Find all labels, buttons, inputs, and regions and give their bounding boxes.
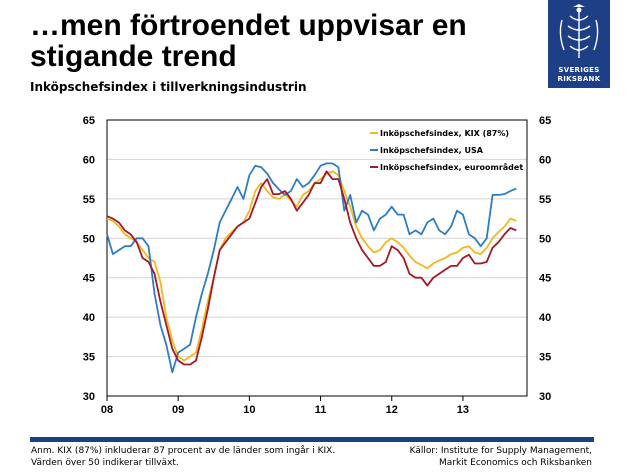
logo-text-line-2: RIKSBANK	[557, 75, 601, 83]
plot-frame	[106, 119, 528, 397]
x-tick-label: 08	[101, 404, 113, 416]
series-line-3	[106, 170, 517, 366]
y-tick-label-right: 55	[539, 194, 551, 206]
y-tick-label-left: 60	[83, 154, 95, 166]
x-tick-label: 12	[386, 404, 398, 416]
x-tick-label: 13	[457, 404, 469, 416]
x-tick-label: 11	[315, 404, 327, 416]
riksbank-logo: SVERIGES RIKSBANK	[548, 0, 610, 88]
y-tick-label-left: 40	[83, 312, 95, 324]
footer-divider	[30, 437, 594, 442]
legend-label: Inköpschefsindex, USA	[380, 146, 484, 155]
y-tick-label-left: 50	[83, 233, 95, 245]
x-tick-label: 09	[172, 404, 184, 416]
y-tick-label-left: 35	[83, 352, 95, 364]
y-tick-label-right: 50	[539, 233, 551, 245]
legend-label: Inköpschefsindex, euroområdet	[380, 162, 523, 172]
chart-subtitle: Inköpschefsindex i tillverkningsindustri…	[30, 80, 307, 94]
footnote-line-1: Anm. KIX (87%) inkluderar 87 procent av …	[31, 446, 336, 456]
legend-label: Inköpschefsindex, KIX (87%)	[380, 129, 509, 138]
logo-text-line-1: SVERIGES	[558, 66, 600, 74]
series-line-2	[106, 162, 517, 374]
y-tick-label-left: 45	[83, 273, 95, 285]
y-tick-label-left: 30	[83, 391, 95, 403]
y-tick-label-right: 60	[539, 154, 551, 166]
y-tick-label-left: 55	[83, 194, 95, 206]
y-tick-label-right: 35	[539, 352, 551, 364]
sources: Källor: Institute for Supply Management,…	[332, 445, 592, 469]
y-tick-label-right: 45	[539, 273, 551, 285]
y-tick-label-right: 40	[539, 312, 551, 324]
pmi-line-chart: 30 30 35 35 40 40 45 45 50 50 55 55 60 60 65 65 08 09 10 11…	[83, 115, 552, 416]
title-line-1: …men förtroendet uppvisar en	[30, 9, 467, 42]
y-tick-label-left: 65	[83, 115, 95, 127]
footnote-line-2: Värden över 50 indikerar tillväxt.	[31, 458, 179, 468]
title-line-2: stigande trend	[30, 40, 237, 73]
footnote: Anm. KIX (87%) inkluderar 87 procent av …	[31, 445, 371, 469]
riksbank-crest-icon	[559, 4, 599, 58]
page-title: …men förtroendet uppvisar en stigande tr…	[30, 10, 530, 72]
sources-line-1: Källor: Institute for Supply Management,	[409, 446, 592, 456]
y-tick-label-right: 65	[539, 115, 551, 127]
x-tick-label: 10	[243, 404, 255, 416]
y-tick-label-right: 30	[539, 391, 551, 403]
sources-line-2: Markit Economics och Riksbanken	[439, 458, 592, 468]
